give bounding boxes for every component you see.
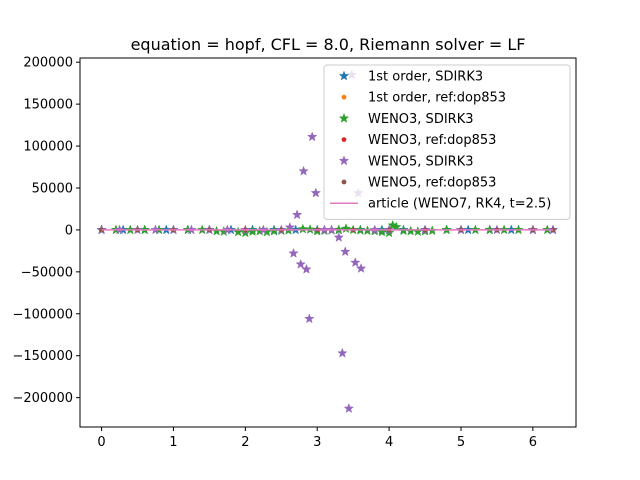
data-point [333, 231, 345, 242]
data-point [247, 226, 258, 237]
y-tick-label: 200000 [23, 56, 73, 71]
legend-label: 1st order, ref:dop853 [368, 91, 506, 106]
plot-frame [79, 57, 577, 428]
x-tick-label: 5 [457, 435, 465, 450]
data-point [304, 223, 316, 234]
legend-label: WENO5, ref:dop853 [368, 176, 496, 191]
legend-swatch [338, 70, 350, 81]
data-point [310, 187, 322, 198]
data-point [288, 247, 299, 258]
x-tick-label: 2 [241, 435, 249, 450]
legend-label: WENO3, ref:dop853 [368, 133, 496, 148]
data-point [391, 221, 402, 232]
y-tick-label: 100000 [23, 140, 73, 155]
legend-box [323, 64, 571, 220]
legend-label: article (WENO7, RK4, t=2.5) [368, 197, 551, 212]
legend-entry: WENO3, ref:dop853 [341, 133, 496, 148]
data-point [306, 131, 318, 142]
data-point [295, 258, 306, 269]
legend-swatch [341, 137, 347, 143]
axes: 0 1 2 3 4 5 6 −200000 −150000 −100000 −50000 0 50000… [12, 56, 537, 450]
y-tick-label: 150000 [23, 98, 73, 113]
legend-swatch [341, 179, 347, 185]
legend-label: WENO5, SDIRK3 [368, 154, 474, 169]
x-tick-label: 0 [97, 435, 105, 450]
data-point [340, 246, 351, 257]
data-point [297, 223, 309, 234]
legend-swatch [338, 155, 350, 166]
data-point [99, 227, 104, 233]
data-point [412, 226, 424, 237]
legend-entry: article (WENO7, RK4, t=2.5) [330, 197, 551, 212]
legend-swatch [341, 94, 347, 100]
legend-entry: WENO3, SDIRK3 [338, 112, 474, 127]
legend-swatch [338, 112, 350, 123]
data-point [298, 165, 309, 176]
x-tick-label: 1 [169, 435, 177, 450]
data-point [304, 313, 315, 324]
legend-entry: WENO5, ref:dop853 [341, 176, 496, 191]
data-point [301, 263, 312, 274]
x-tick-label: 4 [385, 435, 393, 450]
y-tick-label: −150000 [12, 349, 73, 364]
y-tick-label: 0 [65, 223, 73, 238]
x-tick-label: 3 [313, 435, 321, 450]
y-tick-label: −100000 [12, 307, 73, 322]
legend: 1st order, SDIRK3 1st order, ref:dop853 WE… [323, 64, 571, 220]
legend-entry: 1st order, ref:dop853 [341, 91, 506, 106]
chart-title: equation = hopf, CFL = 8.0, Riemann solv… [131, 35, 526, 54]
legend-label: WENO3, SDIRK3 [368, 112, 474, 127]
legend-entry: 1st order, SDIRK3 [338, 70, 483, 85]
data-point [350, 257, 361, 268]
data-point [291, 209, 303, 220]
data-point [343, 403, 355, 414]
data-marks [96, 69, 559, 414]
legend-label: 1st order, SDIRK3 [368, 70, 483, 85]
legend-entry: WENO5, SDIRK3 [338, 154, 474, 169]
data-point [337, 347, 348, 358]
y-tick-label: 50000 [32, 181, 73, 196]
data-point [268, 225, 280, 236]
y-tick-label: −50000 [21, 265, 73, 280]
data-point [383, 227, 395, 238]
data-point [240, 227, 251, 238]
x-tick-label: 6 [529, 435, 537, 450]
data-point [355, 262, 367, 273]
y-tick-label: −200000 [12, 391, 73, 406]
